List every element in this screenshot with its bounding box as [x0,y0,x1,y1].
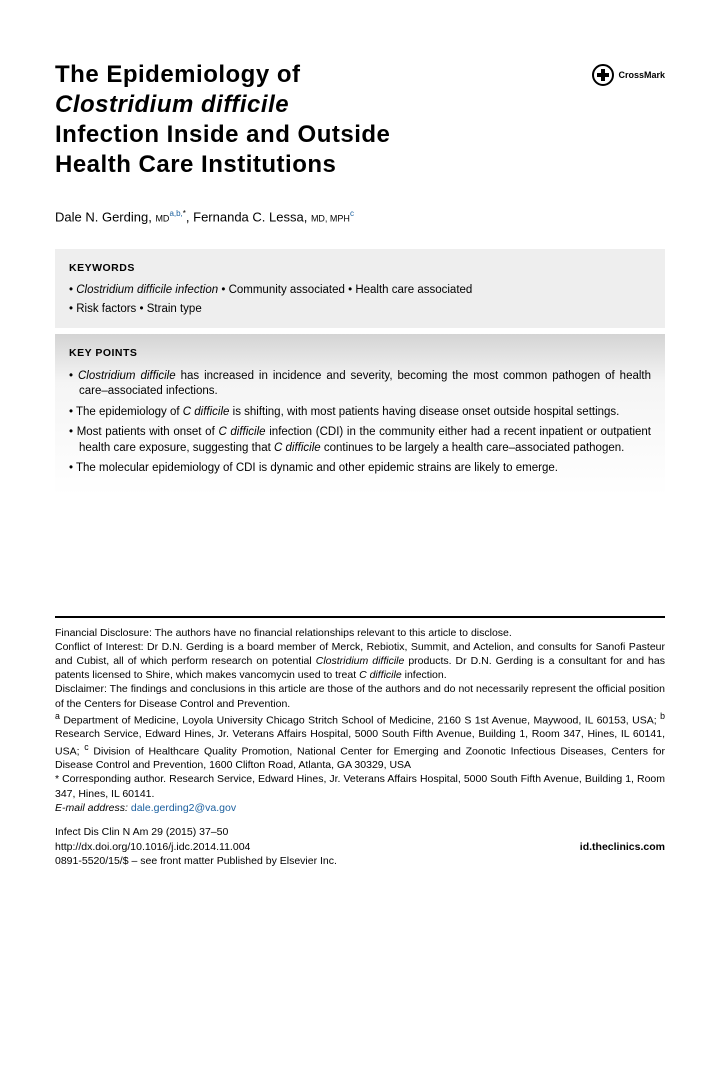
conflict-of-interest: Conflict of Interest: Dr D.N. Gerding is… [55,640,665,683]
affiliations: a Department of Medicine, Loyola Univers… [55,711,665,773]
keywords-heading: KEYWORDS [69,261,651,276]
journal-site: id.theclinics.com [580,840,665,855]
keypoints-box: KEY POINTS Clostridium difficile has inc… [55,334,665,496]
keypoints-heading: KEY POINTS [69,346,651,361]
issn-line: 0891-5520/15/$ – see front matter Publis… [55,854,337,869]
author-2-degree: MD, MPH [311,213,350,223]
title-line2: Clostridium difficile [55,91,289,118]
keyword-4: Strain type [140,303,202,315]
keyword-1: Community associated [221,284,345,296]
author-1-aff: a,b, [169,209,182,218]
disclaimer: Disclaimer: The findings and conclusions… [55,682,665,710]
title-line4: Health Care Institutions [55,151,336,178]
keypoint-0: Clostridium difficile has increased in i… [69,369,651,400]
email-link[interactable]: dale.gerding2@va.gov [131,802,236,814]
title-line1: The Epidemiology of [55,61,301,88]
keyword-2: Health care associated [348,284,472,296]
email-line: E-mail address: dale.gerding2@va.gov [55,801,665,815]
keyword-3: Risk factors [69,303,136,315]
keypoint-3: The molecular epidemiology of CDI is dyn… [69,461,651,477]
bottom-meta: Infect Dis Clin N Am 29 (2015) 37–50 htt… [55,825,665,869]
keyword-0: Clostridium difficile infection [76,284,218,296]
author-2-name: Fernanda C. Lessa, [193,209,311,224]
keypoint-2: Most patients with onset of C difficile … [69,425,651,456]
crossmark-label: CrossMark [618,69,665,82]
crossmark-icon [592,64,614,86]
author-1-name: Dale N. Gerding, [55,209,155,224]
keypoint-1: The epidemiology of C difficile is shift… [69,405,651,421]
keypoints-list: Clostridium difficile has increased in i… [69,369,651,477]
financial-disclosure: Financial Disclosure: The authors have n… [55,626,665,640]
author-2-aff: c [350,209,354,218]
title-line3: Infection Inside and Outside [55,121,390,148]
email-label: E-mail address: [55,802,128,814]
corresponding-author: * Corresponding author. Research Service… [55,772,665,800]
footer-divider [55,616,665,618]
keywords-list: Clostridium difficile infection Communit… [69,281,651,318]
keywords-box: KEYWORDS Clostridium difficile infection… [55,249,665,328]
authors-line: Dale N. Gerding, MDa,b,*, Fernanda C. Le… [55,208,665,227]
article-title: The Epidemiology of Clostridium difficil… [55,60,582,180]
author-1-degree: MD [155,213,169,223]
doi-link[interactable]: http://dx.doi.org/10.1016/j.idc.2014.11.… [55,841,250,853]
crossmark-badge[interactable]: CrossMark [592,64,665,86]
citation: Infect Dis Clin N Am 29 (2015) 37–50 [55,825,337,840]
footer-block: Financial Disclosure: The authors have n… [55,626,665,815]
